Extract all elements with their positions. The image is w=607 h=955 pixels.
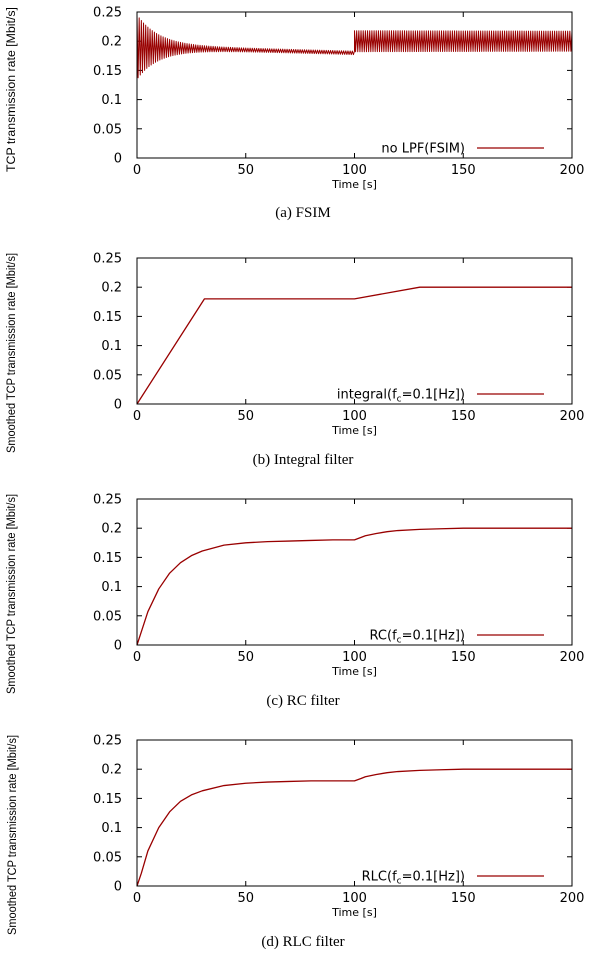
- y-tick-label: 0.2: [101, 35, 122, 50]
- legend-label: RC(fc=0.1[Hz]): [370, 629, 465, 646]
- x-tick-label: 50: [237, 891, 254, 906]
- y-tick-label: 0.05: [93, 850, 122, 865]
- series-line: [136, 768, 572, 887]
- legend-label-suffix: =0.1[Hz]): [402, 870, 465, 885]
- x-tick-label: 0: [133, 650, 141, 665]
- y-tick-label: 0: [114, 880, 122, 895]
- y-tick-label: 0.05: [93, 122, 122, 137]
- x-axis-label: Time [s]: [331, 178, 377, 191]
- x-tick-label: 150: [451, 650, 476, 665]
- y-tick-label: 0.15: [93, 551, 122, 566]
- legend-label-main: no LPF(FSIM): [381, 142, 465, 157]
- x-tick-label: 0: [133, 163, 141, 178]
- x-tick-label: 0: [133, 409, 141, 424]
- x-axis-label: Time [s]: [331, 424, 377, 437]
- y-tick-label: 0.25: [93, 493, 122, 508]
- y-tick-label: 0.1: [101, 580, 122, 595]
- y-tick-label: 0.25: [93, 6, 122, 21]
- y-axis-label: Smoothed TCP transmission rate [Mbit/s]: [7, 735, 19, 935]
- y-axis-label: TCP transmission rate [Mbit/s]: [6, 7, 18, 172]
- y-tick-label: 0: [114, 398, 122, 413]
- legend-label-main: RLC(f: [362, 870, 397, 885]
- x-tick-label: 100: [342, 891, 367, 906]
- x-tick-label: 150: [451, 891, 476, 906]
- y-axis-label: Smoothed TCP transmission rate [Mbit/s]: [6, 494, 18, 694]
- chart-panel: 0 0.05 0.1 0.15 0.2 0.25 0 50 100 150 200 Time [s] S…: [6, 252, 584, 469]
- y-tick-label: 0.2: [101, 522, 122, 537]
- y-tick-label: 0.1: [101, 821, 122, 836]
- y-tick-label: 0.2: [101, 763, 122, 778]
- y-tick-label: 0: [114, 152, 122, 167]
- y-axis-label: Smoothed TCP transmission rate [Mbit/s]: [6, 253, 18, 453]
- chart-panel: 0 0.05 0.1 0.15 0.2 0.25 0 50 100 150 200 Time [s] S…: [7, 734, 584, 951]
- x-tick-label: 200: [560, 650, 585, 665]
- legend-label: RLC(fc=0.1[Hz]): [362, 870, 465, 887]
- legend-label-main: integral(f: [337, 388, 397, 403]
- y-tick-label: 0.15: [93, 64, 122, 79]
- x-tick-label: 50: [237, 650, 254, 665]
- y-tick-label: 0.05: [93, 368, 122, 383]
- legend-label-sub: c: [397, 636, 402, 646]
- panel-caption: (d) RLC filter: [261, 934, 344, 950]
- plot-frame: [136, 498, 573, 646]
- panel-caption: (b) Integral filter: [253, 452, 354, 468]
- x-tick-label: 50: [237, 163, 254, 178]
- legend-label-suffix: =0.1[Hz]): [402, 629, 465, 644]
- legend-label-main: RC(f: [370, 629, 398, 644]
- x-tick-label: 200: [560, 409, 585, 424]
- x-tick-label: 200: [560, 163, 585, 178]
- plot-frame: [136, 257, 573, 405]
- x-tick-label: 0: [133, 891, 141, 906]
- panel-caption: (a) FSIM: [275, 205, 330, 221]
- legend-label: integral(fc=0.1[Hz]): [337, 388, 465, 405]
- legend-label: no LPF(FSIM): [381, 142, 465, 157]
- plot-frame: [136, 11, 573, 159]
- legend-label-sub: c: [397, 395, 402, 405]
- y-tick-label: 0.1: [101, 339, 122, 354]
- legend-label-suffix: =0.1[Hz]): [402, 388, 465, 403]
- chart-panel: 0 0.05 0.1 0.15 0.2 0.25 0 50 100 150 200 Time [s] T…: [6, 6, 584, 222]
- x-tick-label: 100: [342, 163, 367, 178]
- y-tick-label: 0: [114, 639, 122, 654]
- plot-frame: [136, 739, 573, 887]
- y-tick-label: 0.2: [101, 281, 122, 296]
- series-line: [136, 14, 573, 79]
- y-tick-label: 0.05: [93, 609, 122, 624]
- legend-label-sub: c: [397, 877, 402, 887]
- x-tick-label: 100: [342, 650, 367, 665]
- x-axis-label: Time [s]: [331, 665, 377, 678]
- y-tick-label: 0.1: [101, 93, 122, 108]
- y-tick-label: 0.25: [93, 734, 122, 749]
- y-tick-label: 0.25: [93, 252, 122, 267]
- series-line: [136, 527, 572, 646]
- series-line: [136, 286, 572, 405]
- x-axis-label: Time [s]: [331, 906, 377, 919]
- panel-caption: (c) RC filter: [266, 693, 339, 709]
- y-tick-label: 0.15: [93, 792, 122, 807]
- x-tick-label: 50: [237, 409, 254, 424]
- x-tick-label: 200: [560, 891, 585, 906]
- x-tick-label: 150: [451, 163, 476, 178]
- y-tick-label: 0.15: [93, 310, 122, 325]
- chart-panel: 0 0.05 0.1 0.15 0.2 0.25 0 50 100 150 200 Time [s] S…: [6, 493, 584, 710]
- x-tick-label: 150: [451, 409, 476, 424]
- x-tick-label: 100: [342, 409, 367, 424]
